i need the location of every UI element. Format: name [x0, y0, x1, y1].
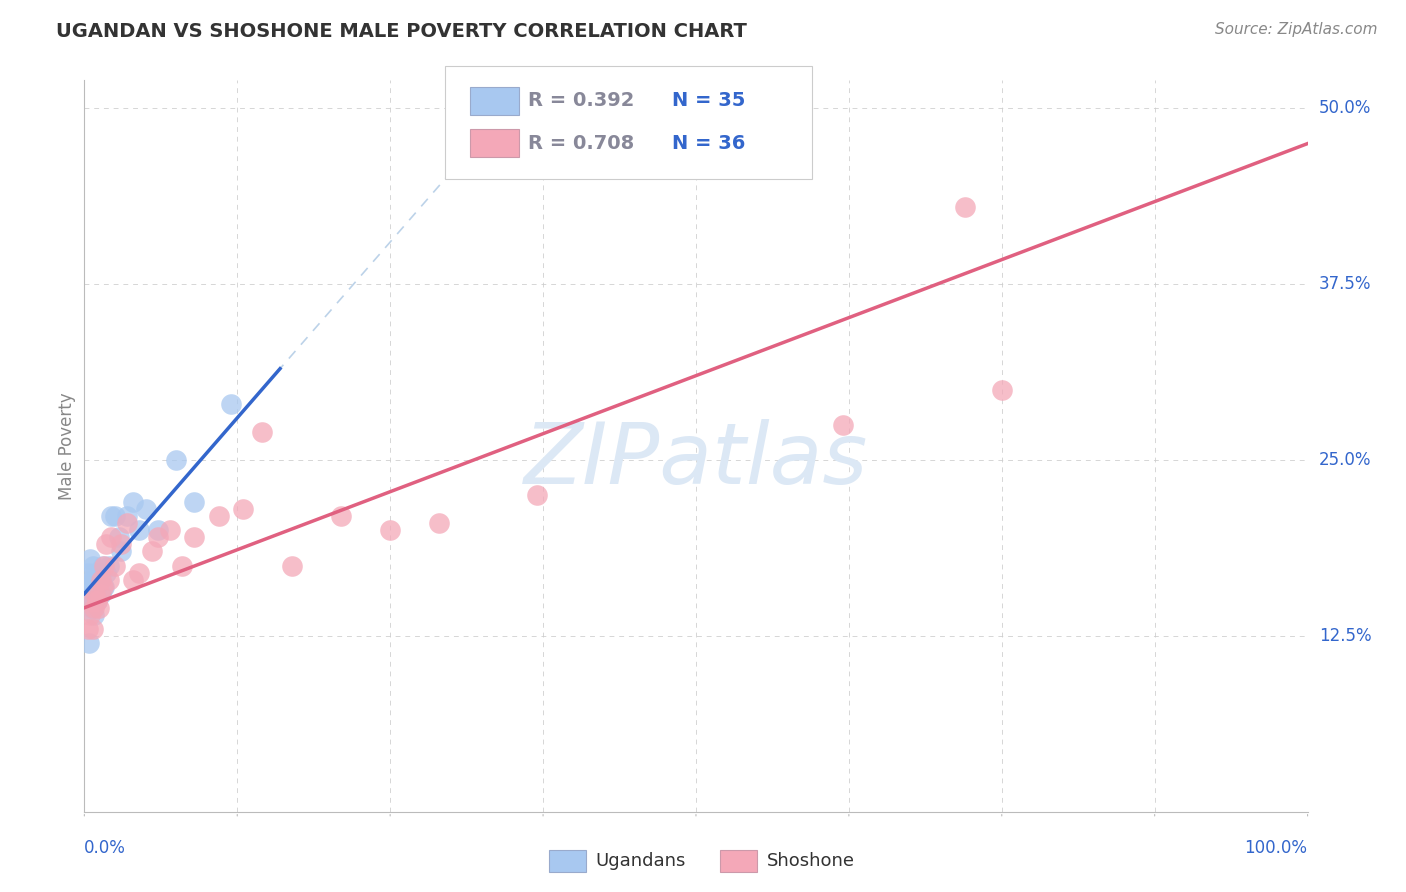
Point: [281, 558, 304, 573]
Point: [96, 566, 118, 580]
Point: [83, 607, 105, 622]
Point: [80, 600, 103, 615]
Point: [87, 580, 110, 594]
Point: [232, 502, 254, 516]
Point: [146, 530, 169, 544]
Text: 25.0%: 25.0%: [1319, 451, 1371, 469]
Point: [990, 383, 1012, 397]
Point: [250, 425, 273, 439]
Point: [110, 537, 132, 551]
Text: UGANDAN VS SHOSHONE MALE POVERTY CORRELATION CHART: UGANDAN VS SHOSHONE MALE POVERTY CORRELA…: [56, 22, 747, 41]
Text: Shoshone: Shoshone: [766, 853, 855, 871]
Point: [93, 580, 115, 594]
Point: [165, 453, 187, 467]
Y-axis label: Male Poverty: Male Poverty: [58, 392, 76, 500]
Point: [77, 622, 100, 636]
Point: [87, 600, 110, 615]
Point: [146, 524, 169, 538]
Point: [128, 566, 150, 580]
Point: [77, 566, 100, 580]
FancyBboxPatch shape: [720, 850, 758, 872]
Point: [77, 587, 100, 601]
Point: [183, 495, 205, 509]
Point: [208, 509, 231, 524]
Text: Ugandans: Ugandans: [596, 853, 686, 871]
Point: [183, 530, 205, 544]
Point: [86, 587, 108, 601]
Point: [104, 509, 127, 524]
Text: R = 0.708: R = 0.708: [529, 134, 634, 153]
Text: N = 35: N = 35: [672, 91, 745, 111]
Point: [93, 558, 115, 573]
Point: [83, 600, 105, 615]
Point: [80, 573, 103, 587]
Point: [77, 636, 100, 650]
Point: [953, 200, 976, 214]
Point: [122, 573, 145, 587]
Point: [330, 509, 353, 524]
Text: 100.0%: 100.0%: [1244, 839, 1308, 857]
Point: [79, 607, 101, 622]
Point: [89, 566, 111, 580]
FancyBboxPatch shape: [470, 87, 519, 115]
Point: [115, 509, 138, 524]
Text: Source: ZipAtlas.com: Source: ZipAtlas.com: [1215, 22, 1378, 37]
Text: ZIPatlas: ZIPatlas: [524, 419, 868, 502]
Point: [84, 580, 107, 594]
Point: [135, 502, 157, 516]
Point: [90, 573, 112, 587]
Point: [96, 537, 118, 551]
Point: [79, 551, 101, 566]
Point: [122, 495, 145, 509]
Point: [80, 593, 103, 607]
Point: [831, 417, 853, 432]
Point: [91, 558, 114, 573]
Point: [97, 558, 120, 573]
Text: 0.0%: 0.0%: [84, 839, 127, 857]
Point: [159, 524, 181, 538]
Point: [219, 397, 242, 411]
Point: [141, 544, 163, 558]
Point: [172, 558, 194, 573]
Point: [91, 580, 114, 594]
Point: [86, 593, 108, 607]
Point: [110, 544, 132, 558]
Point: [427, 516, 450, 531]
Point: [86, 593, 108, 607]
Point: [83, 573, 105, 587]
Point: [82, 593, 104, 607]
Text: N = 36: N = 36: [672, 134, 745, 153]
Point: [104, 558, 127, 573]
Point: [115, 516, 138, 531]
Point: [79, 580, 101, 594]
Point: [89, 587, 111, 601]
Text: R = 0.392: R = 0.392: [529, 91, 634, 111]
FancyBboxPatch shape: [550, 850, 586, 872]
Point: [526, 488, 548, 502]
Point: [82, 622, 104, 636]
Point: [87, 573, 110, 587]
Point: [380, 524, 402, 538]
Point: [84, 587, 107, 601]
Point: [90, 587, 112, 601]
FancyBboxPatch shape: [470, 129, 519, 157]
FancyBboxPatch shape: [446, 66, 813, 179]
Point: [84, 566, 107, 580]
Point: [100, 530, 122, 544]
Point: [107, 530, 129, 544]
Text: 12.5%: 12.5%: [1319, 627, 1371, 645]
Text: 50.0%: 50.0%: [1319, 99, 1371, 118]
Point: [97, 573, 120, 587]
Point: [128, 524, 150, 538]
Point: [100, 509, 122, 524]
Point: [82, 558, 104, 573]
Text: 37.5%: 37.5%: [1319, 276, 1371, 293]
